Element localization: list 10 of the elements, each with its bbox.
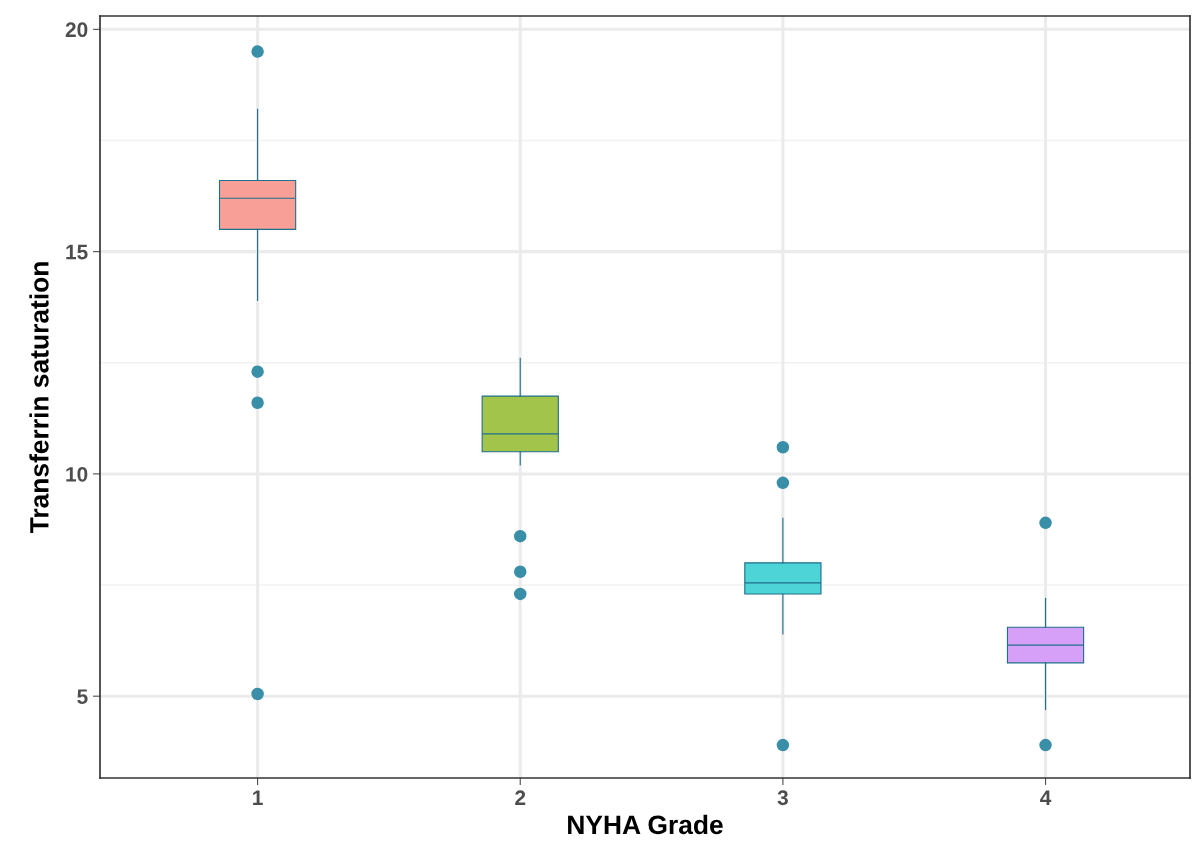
y-tick-label: 15 xyxy=(66,244,88,260)
y-tick-label: 20 xyxy=(65,22,88,38)
x-axis-title: NYHA Grade xyxy=(568,814,723,835)
x-tick-label: 3 xyxy=(777,790,788,806)
x-tick-label: 1 xyxy=(253,790,263,805)
x-tick-label: 4 xyxy=(1040,790,1052,805)
y-tick-label: 10 xyxy=(66,466,88,482)
y-axis-title: Transferrin saturation xyxy=(29,262,49,534)
y-tick-label: 5 xyxy=(77,689,88,704)
x-tick-label: 2 xyxy=(515,790,526,805)
